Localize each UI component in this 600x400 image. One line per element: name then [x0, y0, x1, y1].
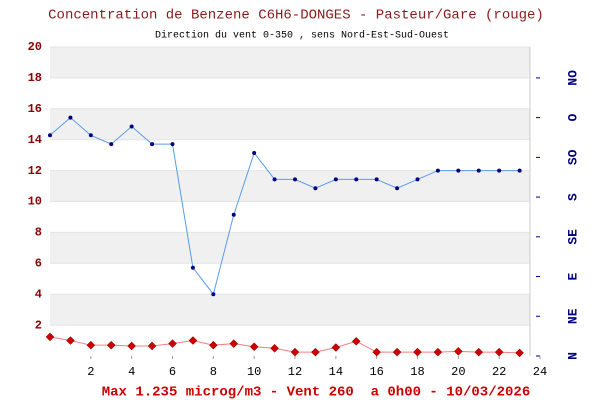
y-tick-label: 20 [28, 40, 42, 54]
footer: Max 1.235 microg/m3 - Vent 260 a 0h00 - … [102, 385, 530, 400]
marker [190, 265, 195, 270]
marker [413, 347, 422, 357]
grid-band [50, 108, 530, 140]
marker [249, 342, 259, 352]
marker [456, 168, 461, 173]
marker [188, 336, 198, 345]
marker [290, 347, 300, 357]
y-tick-label: 18 [28, 71, 42, 85]
y-tick-label: 2 [35, 318, 42, 332]
marker [515, 348, 524, 358]
y-tick-label: 10 [28, 195, 42, 209]
chart-subtitle: Direction du vent 0-350 , sens Nord-Est-… [155, 30, 449, 42]
marker [150, 142, 155, 147]
grid-band [50, 294, 530, 326]
x-tick-label: 22 [492, 365, 506, 379]
marker [333, 177, 338, 182]
marker [147, 341, 157, 351]
marker [208, 340, 218, 350]
x-tick-label: 20 [451, 365, 465, 379]
marker [45, 332, 55, 342]
y-tick-label: 12 [28, 164, 42, 178]
marker [88, 133, 93, 138]
marker [229, 339, 239, 348]
y2-tick-label: NO [565, 70, 580, 86]
x-tick-label: 16 [369, 365, 383, 379]
y-tick-label: 8 [35, 226, 42, 240]
grid-band [50, 47, 530, 78]
marker [392, 347, 402, 357]
marker [311, 347, 320, 357]
marker [354, 177, 359, 182]
marker [68, 115, 73, 120]
marker [170, 142, 175, 147]
marker [474, 347, 484, 357]
marker [129, 124, 134, 129]
marker [517, 168, 522, 173]
marker [168, 339, 177, 348]
x-tick-label: 6 [169, 365, 176, 379]
grid-band [50, 170, 530, 202]
x-tick-label: 24 [533, 365, 547, 379]
marker [313, 186, 318, 191]
x-tick-label: 12 [288, 365, 302, 379]
marker [331, 343, 341, 352]
chart-title: Concentration de Benzene C6H6-DONGES - P… [48, 8, 544, 24]
marker [351, 336, 361, 346]
marker [86, 340, 96, 350]
x-tick-label: 4 [128, 365, 135, 379]
marker [270, 343, 279, 353]
marker [415, 177, 420, 182]
x-tick-label: 8 [210, 365, 217, 379]
marker [127, 341, 137, 351]
y2-tick-label: SO [565, 149, 580, 165]
marker [109, 142, 114, 147]
marker [293, 177, 297, 182]
marker [48, 133, 52, 138]
y2-tick-label: SE [565, 229, 580, 245]
y2-tick-label: E [565, 272, 580, 280]
x-tick-label: 18 [410, 365, 424, 379]
series-line [49, 116, 520, 296]
marker [372, 347, 382, 357]
marker [433, 347, 443, 357]
marker [494, 347, 504, 357]
marker [395, 186, 400, 191]
y2-tick-label: S [565, 193, 580, 201]
x-tick-label: 10 [247, 365, 261, 379]
y-tick-label: 4 [35, 287, 42, 301]
grid-band [50, 232, 530, 264]
y-tick-label: 16 [28, 102, 42, 116]
y2-tick-label: N [565, 352, 580, 360]
marker [435, 168, 440, 173]
marker [252, 150, 257, 155]
marker [497, 168, 502, 173]
marker [453, 347, 463, 356]
x-tick-label: 2 [87, 365, 94, 379]
marker [272, 177, 277, 182]
y2-tick-label: O [565, 114, 580, 122]
y-tick-label: 6 [35, 256, 42, 270]
marker [374, 177, 379, 182]
marker [211, 292, 216, 297]
y2-tick-label: NE [565, 308, 580, 324]
x-tick-label: 14 [329, 365, 343, 379]
marker [106, 340, 116, 350]
marker [231, 212, 236, 217]
marker [66, 336, 75, 345]
marker [476, 168, 481, 173]
y-tick-label: 14 [28, 133, 42, 147]
